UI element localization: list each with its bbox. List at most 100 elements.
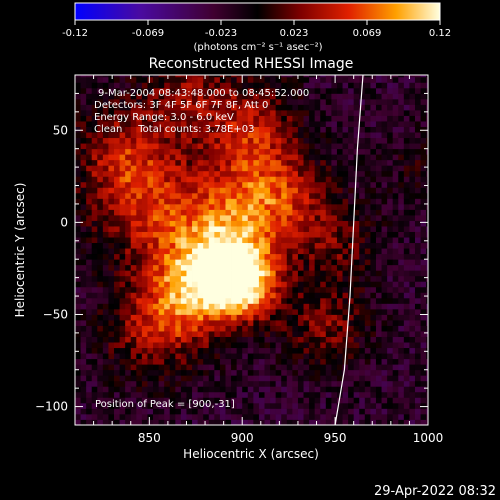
heatmap-cell [314, 187, 321, 194]
heatmap-cell [91, 76, 98, 83]
heatmap-cell [320, 364, 327, 371]
heatmap-cell [342, 364, 349, 371]
heatmap-cell [108, 320, 115, 326]
heatmap-cell [359, 308, 366, 315]
heatmap-cell [158, 320, 165, 326]
heatmap-cell [136, 237, 143, 244]
heatmap-cell [231, 336, 238, 343]
heatmap-cell [314, 419, 321, 425]
heatmap-cell [197, 419, 204, 425]
heatmap-cell [141, 209, 148, 216]
heatmap-cell [264, 165, 271, 172]
heatmap-cell [164, 248, 171, 255]
heatmap-cell [303, 115, 310, 122]
heatmap-cell [158, 358, 165, 365]
heatmap-cell [258, 375, 265, 382]
heatmap-cell [348, 76, 355, 83]
heatmap-cell [114, 397, 120, 404]
heatmap-cell [119, 159, 126, 166]
heatmap-cell [309, 76, 316, 83]
heatmap-cell [409, 203, 416, 210]
heatmap-cell [236, 270, 243, 277]
heatmap-cell [158, 391, 165, 398]
heatmap-cell [303, 297, 310, 304]
heatmap-cell [97, 226, 104, 232]
heatmap-cell [158, 215, 165, 221]
heatmap-cell [231, 226, 238, 232]
heatmap-cell [147, 148, 154, 155]
heatmap-cell [214, 281, 221, 288]
heatmap-cell [398, 104, 405, 111]
heatmap-cell [364, 397, 371, 404]
heatmap-cell [364, 264, 371, 271]
heatmap-cell [125, 264, 132, 271]
heatmap-cell [197, 231, 204, 238]
heatmap-cell [97, 237, 104, 244]
heatmap-cell [270, 104, 277, 111]
heatmap-cell [147, 115, 154, 122]
heatmap-cell [320, 132, 327, 139]
heatmap-cell [314, 132, 321, 139]
heatmap-cell [236, 336, 243, 343]
heatmap-cell [219, 237, 226, 244]
heatmap-cell [203, 270, 210, 277]
heatmap-cell [119, 82, 126, 89]
heatmap-cell [147, 203, 154, 210]
heatmap-cell [192, 192, 199, 199]
heatmap-cell [75, 215, 81, 221]
heatmap-cell [270, 115, 277, 122]
heatmap-cell [398, 165, 405, 172]
heatmap-cell [414, 176, 421, 183]
heatmap-cell [147, 364, 154, 371]
heatmap-cell [297, 237, 304, 244]
heatmap-cell [141, 347, 148, 354]
heatmap-cell [208, 215, 215, 221]
heatmap-cell [153, 375, 159, 382]
heatmap-cell [403, 132, 410, 139]
heatmap-cell [258, 154, 265, 161]
heatmap-cell [186, 93, 193, 100]
heatmap-cell [353, 413, 360, 420]
heatmap-cell [370, 137, 377, 144]
heatmap-cell [108, 391, 115, 398]
heatmap-cell [320, 264, 327, 271]
heatmap-cell [225, 82, 232, 89]
heatmap-cell [409, 259, 416, 266]
heatmap-cell [192, 364, 199, 371]
heatmap-cell [414, 325, 421, 332]
heatmap-cell [153, 220, 159, 227]
heatmap-cell [375, 126, 382, 133]
heatmap-cell [353, 308, 360, 315]
heatmap-cell [292, 242, 299, 249]
heatmap-cell [253, 402, 260, 409]
heatmap-cell [141, 413, 148, 420]
heatmap-cell [387, 132, 394, 139]
heatmap-cell [258, 110, 265, 116]
heatmap-cell [130, 187, 137, 194]
heatmap-cell [175, 137, 182, 144]
heatmap-cell [180, 148, 187, 155]
heatmap-cell [420, 248, 427, 255]
heatmap-cell [247, 181, 254, 188]
heatmap-cell [348, 314, 355, 321]
heatmap-cell [219, 303, 226, 310]
heatmap-cell [130, 397, 137, 404]
heatmap-cell [275, 231, 282, 238]
heatmap-cell [292, 270, 299, 277]
heatmap-cell [203, 192, 210, 199]
heatmap-cell [292, 176, 299, 183]
heatmap-cell [309, 104, 316, 111]
heatmap-cell [242, 137, 249, 144]
heatmap-cell [264, 297, 271, 304]
heatmap-cell [102, 364, 109, 371]
heatmap-cell [108, 308, 115, 315]
heatmap-cell [242, 358, 249, 365]
heatmap-cell [258, 137, 265, 144]
heatmap-cell [86, 320, 93, 326]
heatmap-cell [203, 215, 210, 221]
heatmap-cell [398, 203, 405, 210]
heatmap-cell [214, 364, 221, 371]
heatmap-cell [130, 303, 137, 310]
heatmap-cell [353, 181, 360, 188]
heatmap-cell [375, 187, 382, 194]
